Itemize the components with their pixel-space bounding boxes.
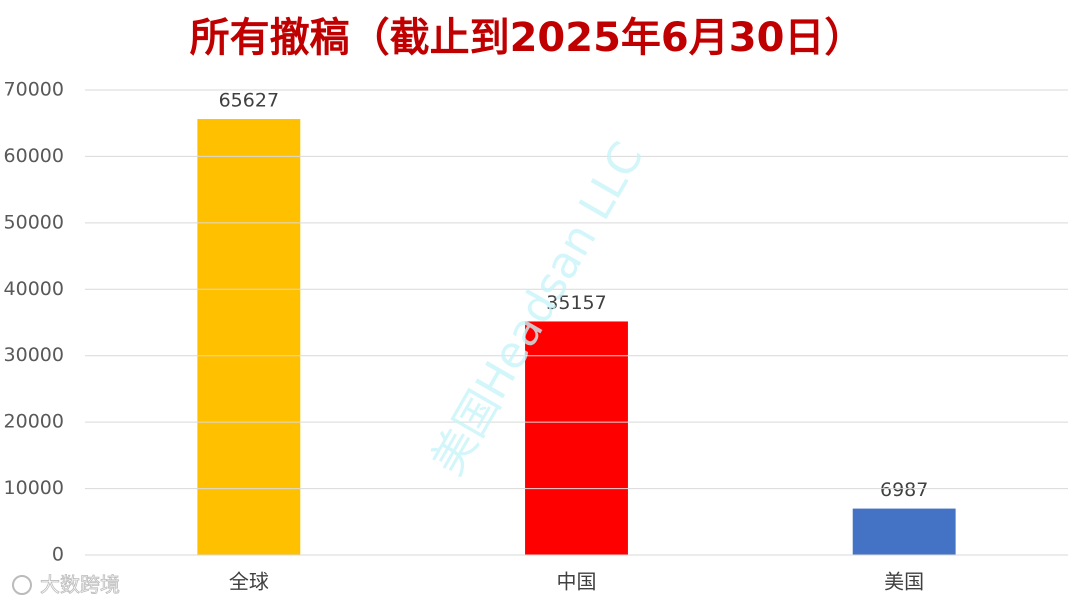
value-label: 65627	[219, 90, 279, 112]
logo: 大数跨境	[12, 572, 120, 597]
y-tick-label: 10000	[4, 477, 64, 499]
x-tick-label: 全球	[229, 570, 269, 594]
value-label: 6987	[880, 479, 928, 501]
chart-title: 所有撤稿（截止到2025年6月30日）	[190, 15, 865, 61]
bar	[852, 508, 956, 555]
logo-icon	[12, 575, 32, 595]
y-tick-label: 50000	[4, 211, 64, 233]
y-tick-label: 30000	[4, 344, 64, 366]
y-tick-label: 20000	[4, 411, 64, 433]
bar	[525, 321, 628, 555]
value-label: 35157	[546, 292, 606, 314]
y-tick-label: 40000	[4, 278, 64, 300]
y-tick-label: 0	[52, 544, 64, 566]
y-tick-label: 70000	[4, 79, 64, 101]
x-tick-label: 中国	[557, 570, 597, 594]
bar	[197, 119, 301, 555]
logo-text: 大数跨境	[40, 573, 120, 597]
y-tick-label: 60000	[4, 145, 64, 167]
x-tick-label: 美国	[884, 570, 924, 594]
